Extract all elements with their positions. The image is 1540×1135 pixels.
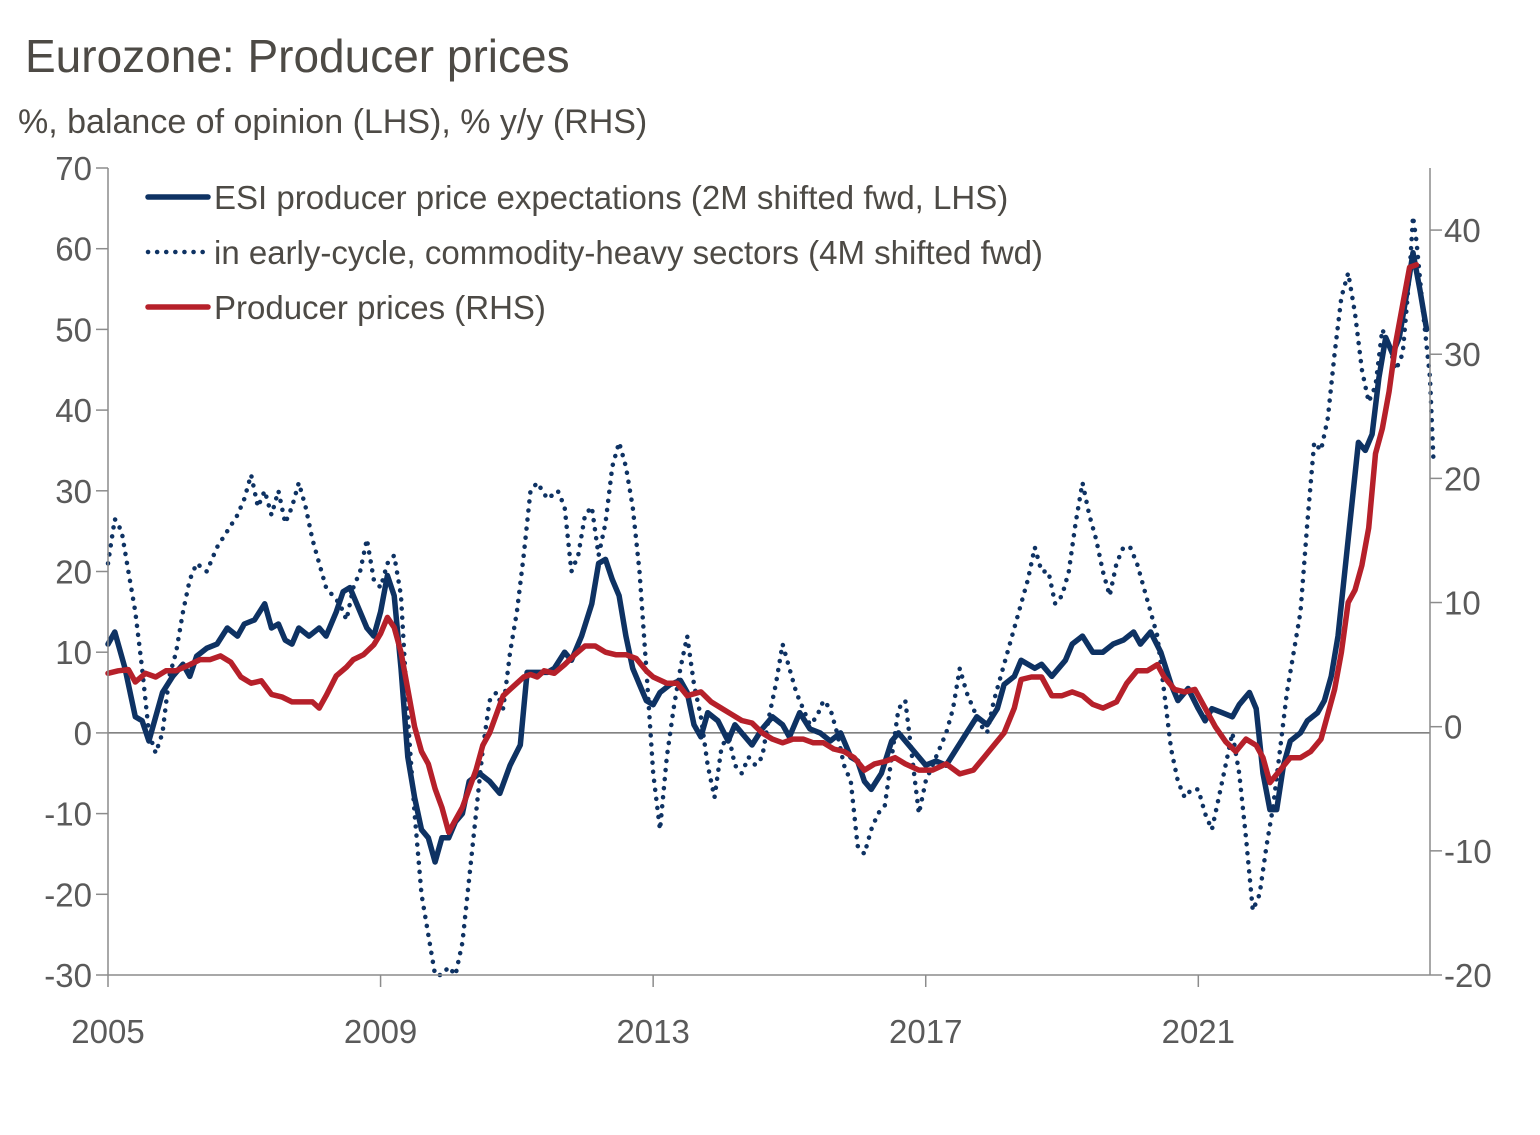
plot-area: -30 -20 -10 0 10 20 30 40 50 60 70 -20 -10 0 10 20 30 40… — [44, 150, 1491, 1050]
series-esi-line — [105, 249, 1430, 865]
right-tick-label: -10 — [1444, 833, 1492, 870]
left-tick-label: 50 — [55, 311, 92, 348]
right-tick-label: 10 — [1444, 585, 1481, 622]
right-tick-label: 20 — [1444, 460, 1481, 497]
right-tick-label: 0 — [1444, 709, 1462, 746]
x-tick-label: 2021 — [1162, 1013, 1235, 1050]
left-tick-label: -10 — [44, 796, 92, 833]
series-producer-prices-line — [105, 262, 1420, 835]
x-tick-label: 2013 — [616, 1013, 689, 1050]
legend-label-early-cycle: in early-cycle, commodity-heavy sectors … — [214, 234, 1043, 271]
left-tick-label: 60 — [55, 231, 92, 268]
x-tick-label: 2017 — [889, 1013, 962, 1050]
left-axis-ticks: -30 -20 -10 0 10 20 30 40 50 60 70 — [44, 150, 108, 994]
left-tick-label: 30 — [55, 473, 92, 510]
chart-subtitle: %, balance of opinion (LHS), % y/y (RHS) — [18, 103, 647, 141]
left-tick-label: 0 — [74, 715, 92, 752]
left-tick-label: -20 — [44, 876, 92, 913]
legend-label-esi: ESI producer price expectations (2M shif… — [214, 179, 1008, 216]
right-axis-ticks: -20 -10 0 10 20 30 40 — [1430, 212, 1492, 994]
right-tick-label: 40 — [1444, 212, 1481, 249]
left-tick-label: 70 — [55, 150, 92, 187]
left-tick-label: -30 — [44, 957, 92, 994]
right-tick-label: -20 — [1444, 957, 1492, 994]
left-tick-label: 20 — [55, 554, 92, 591]
x-tick-label: 2009 — [344, 1013, 417, 1050]
series-layer — [105, 214, 1436, 978]
left-tick-label: 40 — [55, 392, 92, 429]
series-early-cycle-line — [105, 214, 1436, 978]
x-axis-ticks: 2005 2009 2013 2017 2021 — [71, 975, 1235, 1050]
left-tick-label: 10 — [55, 634, 92, 671]
legend-label-producer-prices: Producer prices (RHS) — [214, 289, 546, 326]
legend: ESI producer price expectations (2M shif… — [145, 179, 1043, 326]
right-tick-label: 30 — [1444, 336, 1481, 373]
chart-title: Eurozone: Producer prices — [25, 30, 570, 82]
x-tick-label: 2005 — [71, 1013, 144, 1050]
